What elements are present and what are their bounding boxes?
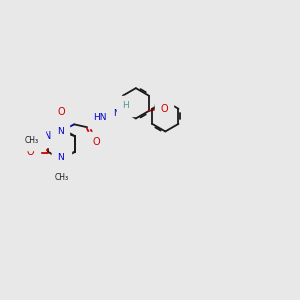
Text: H: H	[122, 101, 129, 110]
Text: O: O	[26, 147, 34, 157]
Text: HN: HN	[93, 113, 106, 122]
Text: O: O	[160, 104, 168, 114]
Text: N: N	[57, 127, 64, 136]
Text: O: O	[58, 107, 65, 117]
Text: N: N	[113, 109, 119, 118]
Text: N: N	[44, 131, 52, 141]
Text: N: N	[57, 153, 64, 162]
Text: N: N	[58, 154, 65, 165]
Text: O: O	[93, 137, 100, 147]
Text: CH₃: CH₃	[25, 136, 39, 145]
Text: CH₃: CH₃	[54, 173, 69, 182]
